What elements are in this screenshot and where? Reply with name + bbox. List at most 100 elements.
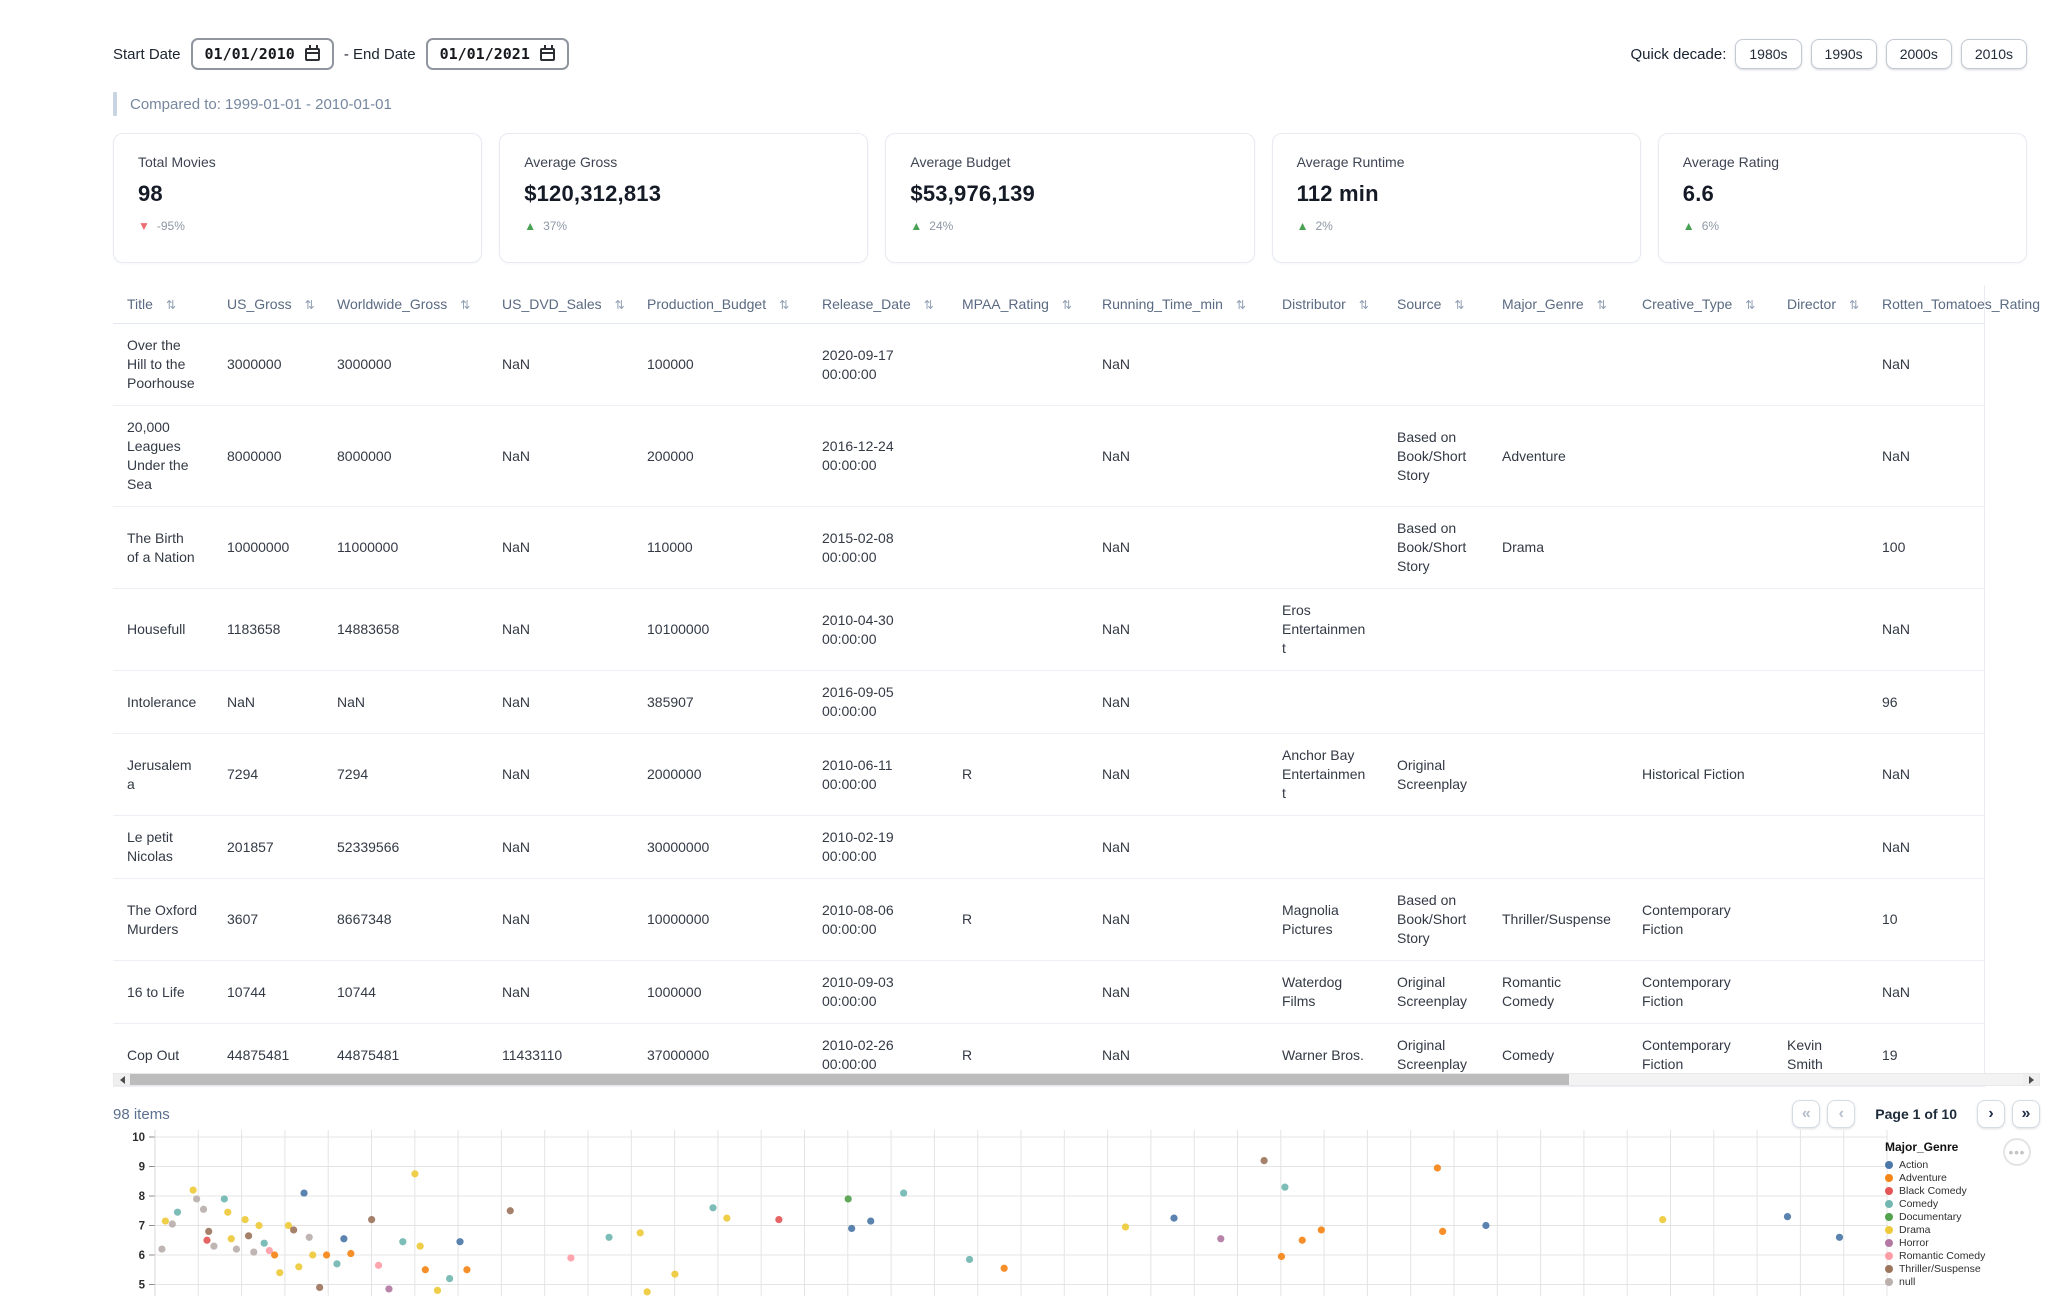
table-cell	[1773, 507, 1868, 589]
column-header-running_time_min[interactable]: Running_Time_min ⇅	[1102, 296, 1246, 312]
end-date-value: 01/01/2021	[439, 45, 530, 63]
prev-page-button[interactable]: ‹	[1827, 1100, 1856, 1128]
column-header-release_date[interactable]: Release_Date ⇅	[822, 296, 934, 312]
column-header-mpaa_rating[interactable]: MPAA_Rating ⇅	[962, 296, 1072, 312]
delta-value: 24%	[929, 219, 954, 233]
decade-button-1980s[interactable]: 1980s	[1735, 39, 1802, 69]
table-cell: NaN	[502, 621, 531, 637]
table-cell	[948, 589, 1088, 671]
table-cell: 2015-02-08 00:00:00	[822, 529, 894, 565]
table-cell	[1773, 589, 1868, 671]
decade-button-1990s[interactable]: 1990s	[1810, 39, 1877, 69]
stat-cards: Total Movies 98 -95% Average Gross $120,…	[113, 133, 2027, 263]
last-page-button[interactable]: »	[2012, 1100, 2040, 1128]
end-date-input[interactable]: 01/01/2021	[425, 38, 569, 70]
legend-swatch	[1885, 1212, 1893, 1221]
table-cell: Based on Book/Short Story	[1397, 892, 1467, 946]
table-cell: 2010-08-06 00:00:00	[822, 901, 894, 937]
column-header-distributor[interactable]: Distributor ⇅	[1282, 296, 1369, 312]
delta-arrow-icon	[1297, 220, 1309, 232]
table-row: 16 to Life 10744 10744 NaN 1000000 2010-09-03…	[113, 961, 1985, 1024]
table-cell: Jerusalema	[127, 756, 192, 792]
sort-icon: ⇅	[614, 298, 625, 312]
decade-button-2000s[interactable]: 2000s	[1885, 39, 1952, 69]
y-axis-label: IMDB_Rating	[121, 1230, 135, 1296]
table-cell: 30000000	[647, 838, 710, 855]
column-header-worldwide_gross[interactable]: Worldwide_Gross ⇅	[337, 296, 471, 312]
table-cell	[948, 961, 1088, 1024]
movies-table: Title ⇅ US_Gross ⇅ Worldwide_Gross ⇅ US_DVD_Sa…	[113, 285, 2040, 1087]
scatter-point	[168, 1220, 176, 1228]
column-header-director[interactable]: Director ⇅	[1787, 296, 1860, 312]
table-cell: Le petit Nicolas	[127, 829, 173, 864]
table-cell: NaN	[1882, 766, 1911, 782]
column-header-rotten_tomatoes_rating[interactable]: Rotten_Tomatoes_Rating⇅	[1882, 296, 2040, 312]
scatter-point	[300, 1189, 308, 1197]
table-cell: Adventure	[1502, 447, 1566, 464]
table-cell: 2010-04-30 00:00:00	[822, 611, 894, 647]
sort-icon: ⇅	[1454, 298, 1465, 312]
table-cell: NaN	[1882, 983, 1911, 1000]
stat-card-average-gross: Average Gross $120,312,813 37%	[499, 133, 869, 263]
calendar-icon[interactable]	[304, 44, 320, 61]
scatter-point	[158, 1245, 166, 1253]
column-header-title[interactable]: Title ⇅	[127, 296, 176, 312]
table-cell: NaN	[1102, 838, 1131, 855]
table-cell: Drama	[1502, 539, 1545, 555]
table-row: Housefull 1183658 14883658 NaN 10100000 2010-…	[113, 589, 1985, 671]
card-value: 98	[138, 181, 163, 206]
legend-item: Drama	[1885, 1223, 1985, 1236]
scatter-point	[316, 1283, 324, 1292]
table-cell: 8000000	[227, 447, 282, 464]
card-title: Average Rating	[1682, 154, 1780, 170]
scroll-left-arrow[interactable]	[114, 1074, 130, 1085]
decade-button-2010s[interactable]: 2010s	[1960, 39, 2027, 69]
first-page-button[interactable]: «	[1792, 1100, 1821, 1128]
table-cell: 7294	[337, 766, 369, 782]
table-cell	[1628, 816, 1773, 879]
sort-icon: ⇅	[1235, 298, 1246, 312]
scatter-point	[368, 1216, 376, 1224]
scatter-point	[1482, 1221, 1490, 1230]
column-header-us_gross[interactable]: US_Gross ⇅	[227, 296, 315, 312]
column-header-us_dvd_sales[interactable]: US_DVD_Sales ⇅	[502, 296, 625, 312]
scatter-point	[433, 1286, 442, 1294]
table-row: The Birth of a Nation 10000000 11000000 NaN…	[113, 507, 1985, 589]
scatter-point	[173, 1208, 182, 1216]
scroll-right-arrow[interactable]	[2023, 1074, 2039, 1085]
table-cell: 44875481	[337, 1046, 400, 1063]
table-cell: Original Screenplay	[1397, 756, 1468, 792]
scrollbar-track[interactable]	[130, 1074, 2023, 1085]
sort-icon: ⇅	[165, 298, 176, 312]
table-cell: The Oxford Murders	[127, 901, 198, 937]
chart-menu-button[interactable]: •••	[2003, 1138, 2031, 1166]
table-row: Jerusalema 7294 7294 NaN 2000000 2010-06-11 0…	[113, 734, 1985, 816]
column-header-major_genre[interactable]: Major_Genre ⇅	[1502, 296, 1607, 312]
scatter-point	[244, 1232, 253, 1240]
table-row: Over the Hill to the Poorhouse 3000000 300…	[113, 324, 1985, 406]
table-cell	[948, 671, 1088, 734]
column-header-production_budget[interactable]: Production_Budget ⇅	[647, 296, 790, 312]
scatter-point	[867, 1217, 875, 1225]
legend-item: Black Comedy	[1885, 1184, 1985, 1197]
scrollbar-thumb[interactable]	[130, 1074, 1569, 1085]
horizontal-scrollbar[interactable]	[113, 1073, 2040, 1086]
table-cell: 10744	[227, 983, 266, 1000]
column-header-creative_type[interactable]: Creative_Type ⇅	[1642, 296, 1756, 312]
table-cell	[1628, 671, 1773, 734]
table-cell: 14883658	[337, 621, 400, 637]
start-date-input[interactable]: 01/01/2010	[190, 38, 334, 70]
table-cell: 10000000	[647, 911, 710, 927]
table-cell	[948, 324, 1088, 406]
next-page-button[interactable]: ›	[1977, 1100, 2005, 1128]
compared-to-text: Compared to: 1999-01-01 - 2010-01-01	[130, 95, 392, 113]
card-value: $120,312,813	[524, 181, 662, 206]
table-header-row: Title ⇅ US_Gross ⇅ Worldwide_Gross ⇅ US_DVD_Sa…	[113, 285, 2040, 324]
table-row: Intolerance NaN NaN NaN 385907 2016-09-05 00:…	[113, 671, 1985, 734]
column-header-source[interactable]: Source ⇅	[1397, 296, 1465, 312]
table-cell: R	[962, 911, 973, 927]
calendar-icon[interactable]	[539, 44, 555, 61]
table-row: Le petit Nicolas 201857 52339566 NaN 3000000…	[113, 816, 1985, 879]
movies-table-container: Title ⇅ US_Gross ⇅ Worldwide_Gross ⇅ US_DVD_Sa…	[113, 285, 2048, 1087]
table-cell: NaN	[1102, 766, 1131, 782]
